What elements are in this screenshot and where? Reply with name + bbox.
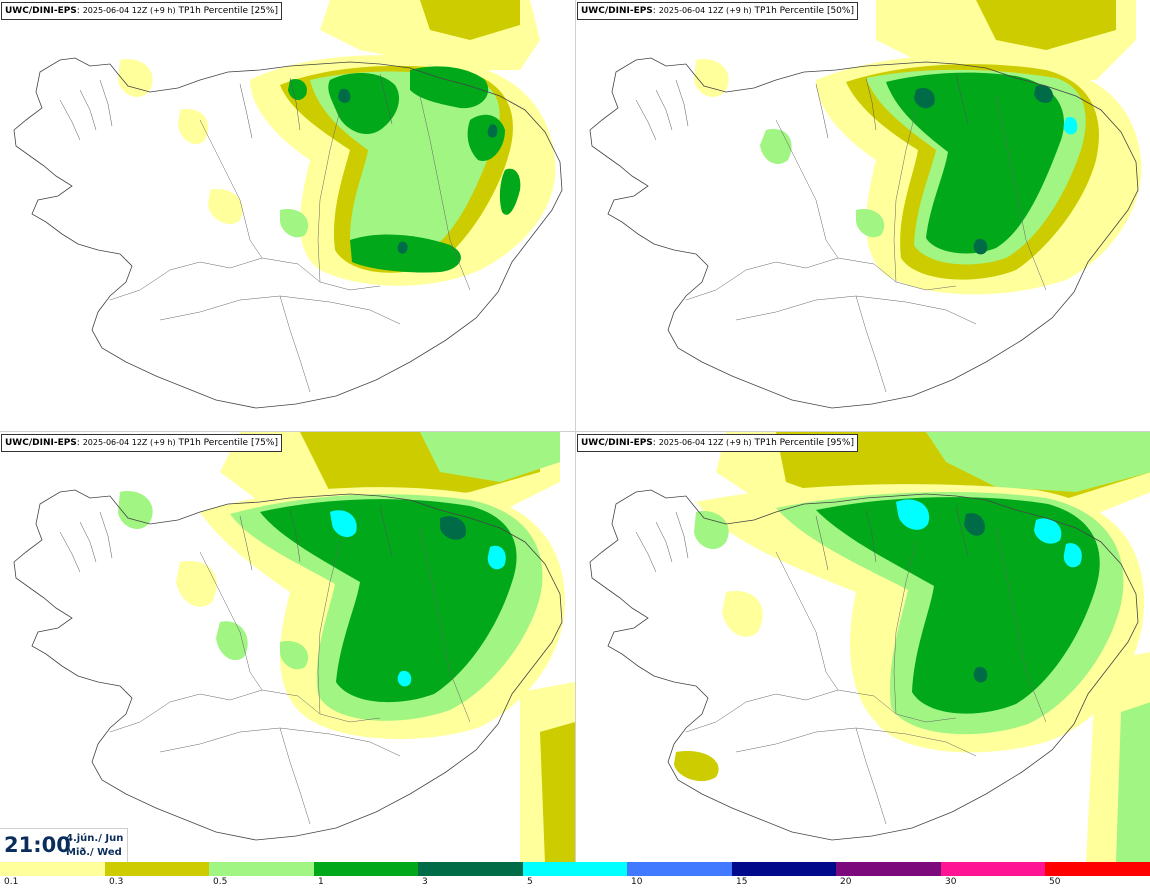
run-time: 2025-06-04 12Z (+9 h) [82, 438, 176, 447]
precip-map [589, 0, 1142, 409]
colorbar-swatch [1045, 862, 1150, 876]
colorbar-ticks: 0.1 0.3 0.5 1 3 5 10 15 20 30 50 [0, 877, 1150, 891]
colorbar-tick-label: 20 [840, 877, 852, 887]
colorbar [0, 862, 1150, 876]
colorbar-swatch [104, 862, 210, 876]
map-panel-p25: UWC/DINI-EPS: 2025-06-04 12Z (+9 h) TP1h… [0, 0, 575, 431]
map-panel-p75: UWC/DINI-EPS: 2025-06-04 12Z (+9 h) TP1h… [0, 432, 575, 863]
colorbar-tick-label: 0.3 [109, 877, 124, 887]
colorbar-swatch [836, 862, 941, 876]
run-time: 2025-06-04 12Z (+9 h) [658, 6, 752, 15]
colorbar-tick-label: 1 [318, 877, 324, 887]
run-time: 2025-06-04 12Z (+9 h) [82, 6, 176, 15]
valid-time-box: 21:00 4.jún./ Jun Mið./ Wed [0, 828, 128, 862]
valid-time-clock: 21:00 [4, 833, 71, 857]
panel-title: UWC/DINI-EPS: 2025-06-04 12Z (+9 h) TP1h… [577, 434, 858, 452]
field-name: TP1h Percentile [25%] [178, 6, 278, 16]
colorbar-swatch [522, 862, 628, 876]
colorbar-swatch [0, 862, 105, 876]
colorbar-swatch [940, 862, 1046, 876]
model-name: UWC/DINI-EPS [581, 438, 653, 448]
colorbar-tick-label: 15 [736, 877, 748, 887]
colorbar-swatch [313, 862, 419, 876]
model-name: UWC/DINI-EPS [5, 6, 77, 16]
panel-title: UWC/DINI-EPS: 2025-06-04 12Z (+9 h) TP1h… [1, 2, 282, 20]
map-panel-p95: UWC/DINI-EPS: 2025-06-04 12Z (+9 h) TP1h… [576, 432, 1150, 863]
precip-map [589, 432, 1150, 863]
field-name: TP1h Percentile [95%] [754, 438, 854, 448]
valid-time-date: 4.jún./ Jun Mið./ Wed [66, 832, 123, 860]
valid-weekday: Mið./ Wed [66, 847, 122, 858]
precip-map [13, 0, 563, 409]
run-time: 2025-06-04 12Z (+9 h) [658, 438, 752, 447]
colorbar-swatch [627, 862, 732, 876]
field-name: TP1h Percentile [50%] [754, 6, 854, 16]
colorbar-swatch [418, 862, 523, 876]
colorbar-tick-label: 50 [1049, 877, 1061, 887]
panel-title: UWC/DINI-EPS: 2025-06-04 12Z (+9 h) TP1h… [1, 434, 282, 452]
colorbar-tick-label: 5 [527, 877, 533, 887]
model-name: UWC/DINI-EPS [5, 438, 77, 448]
colorbar-tick-label: 0.1 [4, 877, 19, 887]
map-panel-p50: UWC/DINI-EPS: 2025-06-04 12Z (+9 h) TP1h… [576, 0, 1150, 431]
valid-date: 4.jún./ Jun [66, 833, 124, 844]
field-name: TP1h Percentile [75%] [178, 438, 278, 448]
panel-divider-horizontal [0, 431, 1150, 432]
colorbar-tick-label: 10 [631, 877, 643, 887]
colorbar-swatch [731, 862, 837, 876]
colorbar-swatch [209, 862, 314, 876]
colorbar-tick-label: 30 [945, 877, 957, 887]
colorbar-tick-label: 0.5 [213, 877, 228, 887]
model-name: UWC/DINI-EPS [581, 6, 653, 16]
panel-title: UWC/DINI-EPS: 2025-06-04 12Z (+9 h) TP1h… [577, 2, 858, 20]
precip-map [13, 432, 575, 863]
colorbar-tick-label: 3 [422, 877, 428, 887]
